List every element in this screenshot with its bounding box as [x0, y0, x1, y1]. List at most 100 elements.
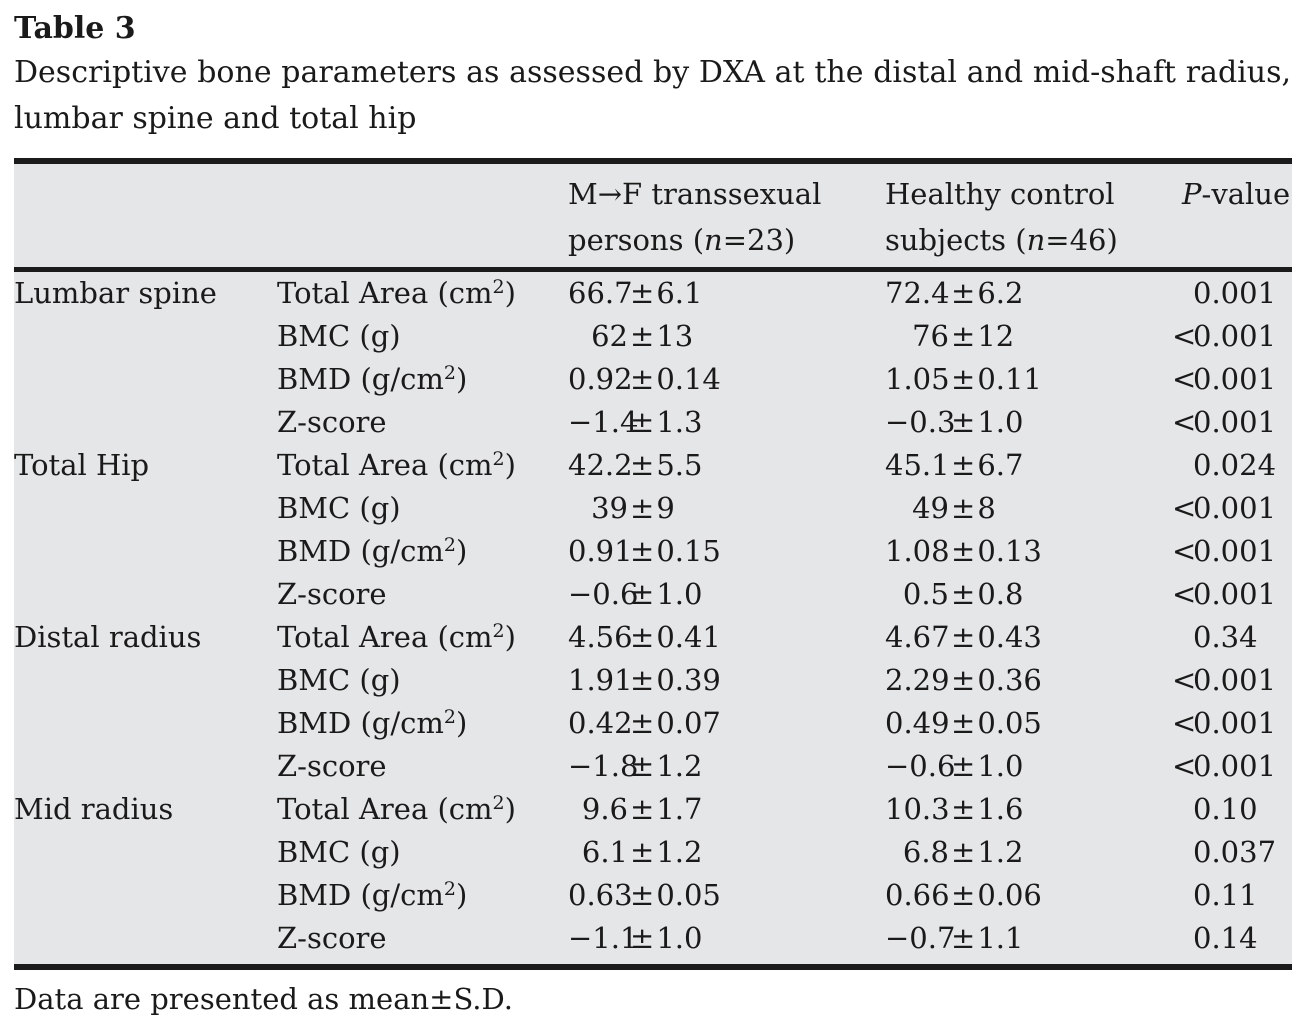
mf-value-cell: 1.91±0.39 [568, 663, 721, 697]
italic-n: n [704, 223, 723, 257]
parameter-cell: BMC (g) [277, 319, 401, 353]
header-rule [14, 267, 1292, 272]
parameter-cell: BMC (g) [277, 491, 401, 525]
section-label: Distal radius [14, 620, 202, 654]
control-value-cell: 1.05±0.11 [885, 362, 1042, 396]
table-body: Lumbar spine Total Area (cm2) 66.7±6.1 7… [14, 272, 1292, 960]
bottom-rule [14, 964, 1292, 970]
parameter-cell: BMD (g/cm2) [277, 706, 468, 740]
p-value-cell: 0.024 [1193, 448, 1277, 482]
section-label: Total Hip [14, 448, 150, 482]
control-header-line1: Healthy control [885, 177, 1115, 211]
control-value-cell: 10.3±1.6 [885, 792, 1024, 826]
less-than-sign: < [1172, 577, 1197, 611]
parameter-cell: Total Area (cm2) [277, 448, 516, 482]
section-cell [14, 874, 277, 921]
table-row: Z-score −1.4±1.3 −0.3±1.0 <0.001 [14, 401, 1292, 444]
table-row: BMD (g/cm2) 0.92±0.14 1.05±0.11 <0.001 [14, 358, 1292, 401]
table-row: BMC (g) 6.1±1.2 6.8±1.2 0.037 [14, 831, 1292, 874]
control-value-cell: −0.6±1.0 [885, 749, 1024, 783]
control-value-cell: 2.29±0.36 [885, 663, 1042, 697]
section-cell [14, 917, 277, 960]
plus-minus-sign: ± [951, 835, 976, 869]
plus-minus-sign: ± [630, 577, 655, 611]
plus-minus-sign: ± [951, 706, 976, 740]
plus-minus-sign: ± [630, 405, 655, 439]
less-than-sign: < [1172, 706, 1197, 740]
plus-minus-sign: ± [630, 362, 655, 396]
plus-minus-sign: ± [951, 276, 976, 310]
table-row: Lumbar spine Total Area (cm2) 66.7±6.1 7… [14, 272, 1292, 315]
less-than-sign: < [1172, 319, 1197, 353]
parameter-cell: BMD (g/cm2) [277, 534, 468, 568]
mf-value-cell: 66.7±6.1 [568, 276, 703, 310]
superscript: 2 [443, 878, 456, 900]
mf-value-cell: 4.56±0.41 [568, 620, 721, 654]
plus-minus-sign: ± [951, 663, 976, 697]
superscript: 2 [492, 448, 505, 470]
table-row: Total Hip Total Area (cm2) 42.2±5.5 45.1… [14, 444, 1292, 487]
plus-minus-sign: ± [951, 878, 976, 912]
table-row: BMC (g) 39±9 49±8 <0.001 [14, 487, 1292, 530]
parameter-cell: Z-score [277, 749, 387, 783]
control-value-cell: 0.66±0.06 [885, 878, 1042, 912]
plus-minus-sign: ± [951, 534, 976, 568]
parameter-cell: BMD (g/cm2) [277, 362, 468, 396]
table-row: Distal radius Total Area (cm2) 4.56±0.41… [14, 616, 1292, 659]
table-row: BMD (g/cm2) 0.91±0.15 1.08±0.13 <0.001 [14, 530, 1292, 573]
table-row: BMC (g) 1.91±0.39 2.29±0.36 <0.001 [14, 659, 1292, 702]
parameter-cell: Z-score [277, 405, 387, 439]
section-cell: Lumbar spine [14, 272, 277, 319]
section-cell [14, 401, 277, 444]
section-cell [14, 659, 277, 702]
superscript: 2 [492, 276, 505, 298]
section-cell [14, 702, 277, 749]
mf-header-line1: M→F transsexual [568, 177, 822, 211]
table-row: BMD (g/cm2) 0.63±0.05 0.66±0.06 0.11 [14, 874, 1292, 917]
plus-minus-sign: ± [630, 792, 655, 826]
table-caption: Descriptive bone parameters as assessed … [14, 50, 1291, 142]
plus-minus-sign: ± [951, 362, 976, 396]
section-cell [14, 530, 277, 577]
mf-value-cell: −0.6±1.0 [568, 577, 703, 611]
mf-value-cell: 6.1±1.2 [581, 835, 703, 869]
parameter-cell: Total Area (cm2) [277, 276, 516, 310]
p-value-cell: 0.001 [1193, 276, 1277, 310]
header-spacer-section [14, 171, 277, 263]
plus-minus-sign: ± [630, 620, 655, 654]
p-value-cell: 0.11 [1193, 878, 1258, 912]
section-cell [14, 831, 277, 874]
p-value-cell: 0.14 [1193, 921, 1258, 955]
column-header-control-group: Healthy control subjects (n=46) [885, 171, 1172, 263]
plus-minus-sign: ± [951, 448, 976, 482]
italic-n: n [1026, 223, 1046, 257]
control-value-cell: −0.3±1.0 [885, 405, 1024, 439]
p-value-cell: <0.001 [1172, 702, 1292, 749]
parameter-cell: BMD (g/cm2) [277, 878, 468, 912]
control-value-cell: 1.08±0.13 [885, 534, 1042, 568]
superscript: 2 [443, 534, 456, 556]
table-footnote: Data are presented as mean±S.D. [14, 982, 513, 1016]
table-row: Z-score −1.1±1.0 −0.7±1.1 0.14 [14, 917, 1292, 960]
plus-minus-sign: ± [630, 663, 655, 697]
section-cell [14, 358, 277, 405]
section-cell: Distal radius [14, 616, 277, 663]
plus-minus-sign: ± [630, 878, 655, 912]
superscript: 2 [492, 620, 505, 642]
p-value-cell: <0.001 [1172, 659, 1292, 702]
section-cell [14, 745, 277, 788]
mf-value-cell: 62±13 [591, 319, 694, 353]
superscript: 2 [443, 362, 456, 384]
superscript: 2 [492, 792, 505, 814]
section-cell: Mid radius [14, 788, 277, 835]
mf-value-cell: 9.6±1.7 [581, 792, 703, 826]
mf-value-cell: −1.8±1.2 [568, 749, 703, 783]
table-row: BMC (g) 62±13 76±12 <0.001 [14, 315, 1292, 358]
plus-minus-sign: ± [630, 921, 655, 955]
mf-value-cell: 0.63±0.05 [568, 878, 721, 912]
plus-minus-sign: ± [951, 319, 976, 353]
table-row: BMD (g/cm2) 0.42±0.07 0.49±0.05 <0.001 [14, 702, 1292, 745]
plus-minus-sign: ± [630, 706, 655, 740]
plus-minus-sign: ± [951, 749, 976, 783]
parameter-cell: BMC (g) [277, 835, 401, 869]
